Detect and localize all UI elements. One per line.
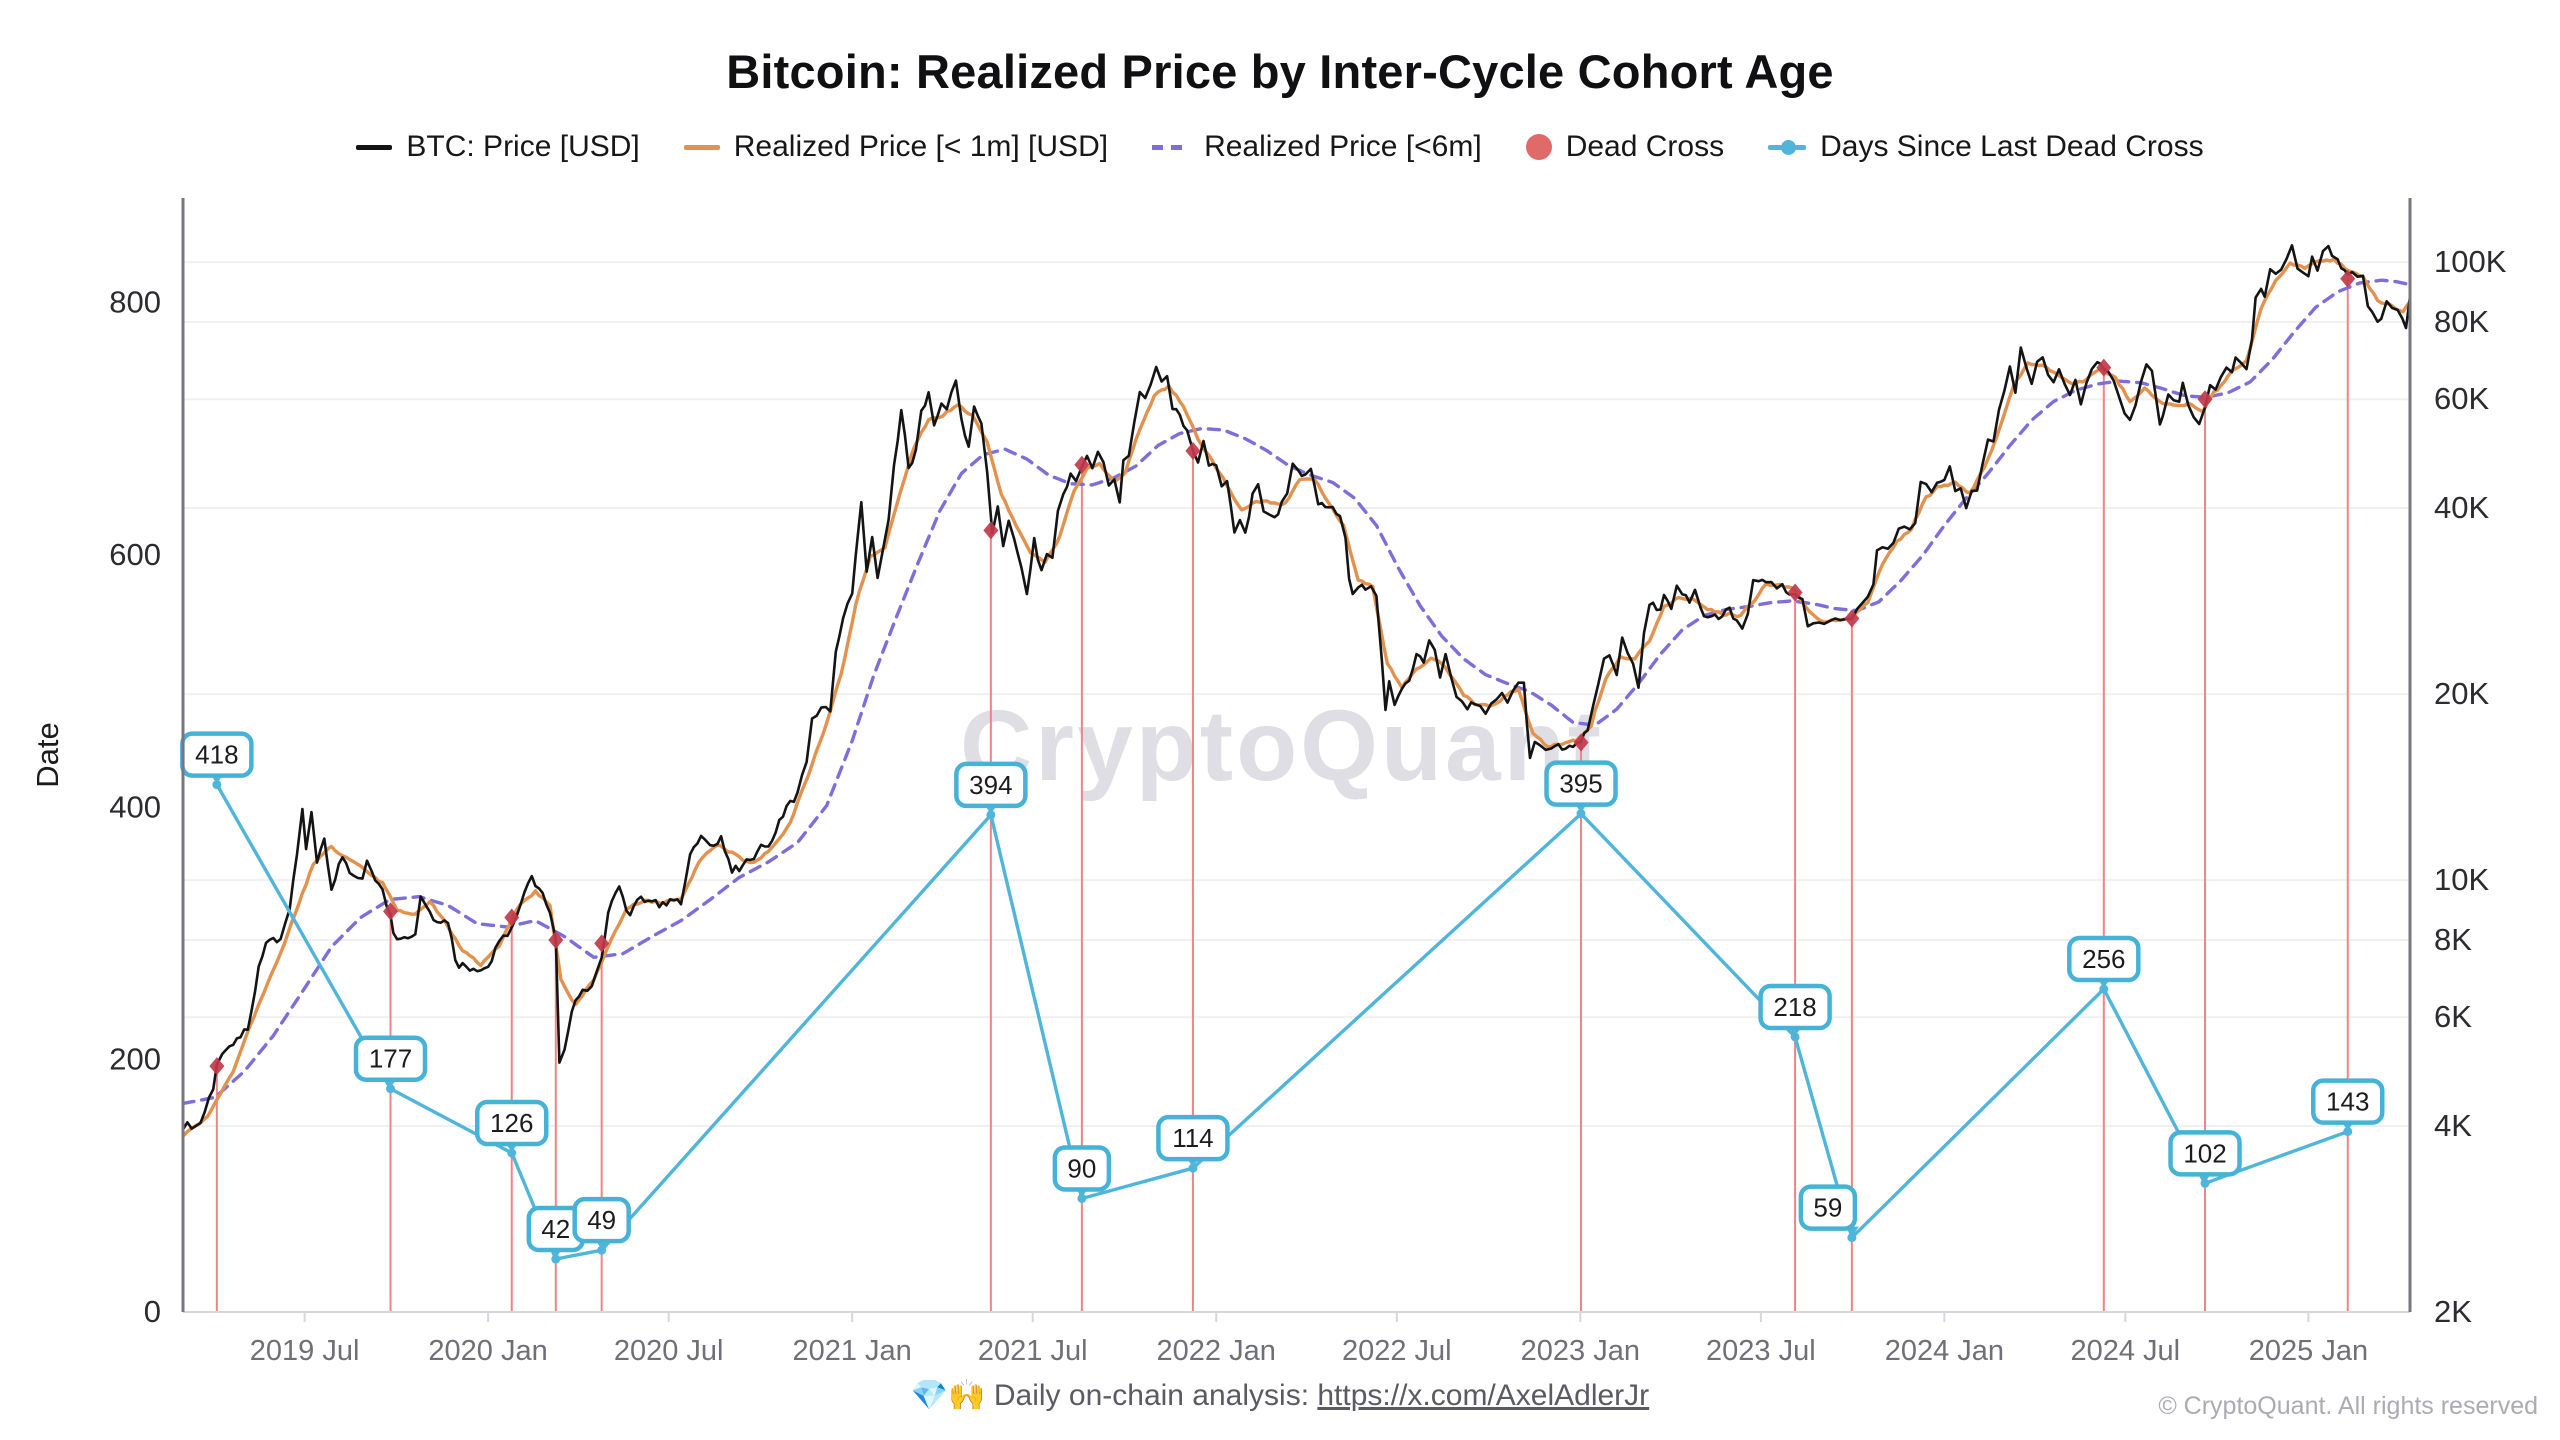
svg-text:2023 Jan: 2023 Jan xyxy=(1521,1335,1640,1367)
svg-text:2024 Jan: 2024 Jan xyxy=(1885,1335,2004,1367)
y-right-labels: 2K 4K 6K 8K 10K 20K 40K 60K 80K 100K xyxy=(2434,244,2507,1329)
svg-text:2024 Jul: 2024 Jul xyxy=(2070,1335,2180,1367)
svg-text:10K: 10K xyxy=(2434,862,2489,897)
svg-text:2K: 2K xyxy=(2434,1294,2472,1329)
svg-text:49: 49 xyxy=(587,1205,616,1235)
footer-text: Daily on-chain analysis: xyxy=(985,1379,1318,1412)
day-count-callouts: 418 177 126 42 49 394 90 114 395 218 59 256 102 143 xyxy=(180,731,2385,1259)
legend-label: Days Since Last Dead Cross xyxy=(1820,130,2204,163)
dead-cross-markers xyxy=(209,269,2356,1076)
svg-text:20K: 20K xyxy=(2434,676,2489,711)
svg-text:6K: 6K xyxy=(2434,999,2472,1034)
svg-text:59: 59 xyxy=(1813,1193,1842,1223)
legend-line-icon xyxy=(1152,144,1191,150)
svg-text:2022 Jul: 2022 Jul xyxy=(1342,1335,1452,1367)
chart-legend: BTC: Price [USD] Realized Price [< 1m] [U… xyxy=(0,130,2560,164)
svg-text:418: 418 xyxy=(195,740,238,770)
svg-text:2025 Jan: 2025 Jan xyxy=(2249,1335,2368,1367)
svg-text:256: 256 xyxy=(2082,944,2125,974)
callout-102: 102 xyxy=(2168,1130,2242,1183)
svg-text:600: 600 xyxy=(109,537,161,572)
btc-price-line xyxy=(183,244,2410,1131)
svg-text:2023 Jul: 2023 Jul xyxy=(1706,1335,1816,1367)
svg-text:200: 200 xyxy=(109,1042,161,1077)
svg-text:100K: 100K xyxy=(2434,244,2507,279)
legend-line-icon xyxy=(356,144,393,150)
legend-item-days-since-last-dead-cross[interactable]: Days Since Last Dead Cross xyxy=(1768,130,2204,164)
legend-line-icon xyxy=(683,144,720,150)
svg-text:800: 800 xyxy=(109,285,161,320)
legend-label: Realized Price [< 1m] [USD] xyxy=(733,130,1109,163)
y-axis-title: Date xyxy=(30,722,65,787)
legend-label: Dead Cross xyxy=(1565,130,1725,163)
footer-emoji: 💎🙌 xyxy=(910,1379,986,1412)
legend-dot-icon xyxy=(1525,134,1552,160)
callout-394: 394 xyxy=(954,761,1028,814)
copyright-text: © CryptoQuant. All rights reserved xyxy=(2158,1392,2538,1420)
svg-text:126: 126 xyxy=(490,1108,533,1138)
svg-text:90: 90 xyxy=(1067,1153,1096,1183)
callout-126: 126 xyxy=(475,1099,549,1153)
legend-line-icon xyxy=(1768,139,1807,155)
page-title: Bitcoin: Realized Price by Inter-Cycle C… xyxy=(726,45,1834,98)
svg-text:102: 102 xyxy=(2183,1138,2226,1168)
callout-218: 218 xyxy=(1758,983,1832,1036)
callout-177: 177 xyxy=(353,1035,428,1088)
callout-256: 256 xyxy=(2067,935,2141,989)
svg-text:8K: 8K xyxy=(2434,922,2472,957)
svg-text:4K: 4K xyxy=(2434,1108,2472,1143)
callout-418: 418 xyxy=(180,731,254,784)
svg-text:2020 Jul: 2020 Jul xyxy=(614,1335,724,1367)
y-left-labels: 0 200 400 600 800 Date xyxy=(30,285,161,1329)
svg-text:60K: 60K xyxy=(2434,381,2489,416)
realized-price-1m-line xyxy=(183,257,2410,1138)
callout-59: 59 xyxy=(1798,1184,1859,1237)
callout-90: 90 xyxy=(1052,1145,1112,1198)
svg-text:114: 114 xyxy=(1172,1123,1213,1153)
callout-49: 49 xyxy=(572,1196,631,1250)
callout-42: 42 xyxy=(526,1205,586,1259)
axes xyxy=(181,198,2412,1313)
svg-text:42: 42 xyxy=(541,1214,570,1244)
svg-text:2022 Jan: 2022 Jan xyxy=(1157,1335,1276,1367)
legend-item-btc-price-usd[interactable]: BTC: Price [USD] xyxy=(356,130,640,164)
svg-text:394: 394 xyxy=(969,770,1012,800)
svg-text:400: 400 xyxy=(109,789,161,824)
svg-text:143: 143 xyxy=(2326,1087,2369,1117)
legend-label: Realized Price [<6m] xyxy=(1204,130,1482,163)
footer-link[interactable]: https://x.com/AxelAdlerJr xyxy=(1317,1379,1650,1412)
legend-item-realized-price-6m[interactable]: Realized Price [<6m] xyxy=(1152,130,1482,164)
footer-note: 💎🙌 Daily on-chain analysis: https://x.co… xyxy=(0,1378,2560,1413)
x-axis-labels: 2019 Jul 2020 Jan 2020 Jul 2021 Jan 2021 Jul… xyxy=(250,1312,2368,1367)
watermark: CryptoQuant xyxy=(960,690,1604,802)
svg-text:0: 0 xyxy=(144,1294,161,1329)
svg-text:80K: 80K xyxy=(2434,304,2489,339)
svg-text:2020 Jan: 2020 Jan xyxy=(428,1335,547,1367)
svg-text:2019 Jul: 2019 Jul xyxy=(250,1335,360,1367)
realized-price-6m-line xyxy=(183,278,2410,1106)
svg-text:218: 218 xyxy=(1773,992,1816,1022)
callout-143: 143 xyxy=(2310,1078,2385,1131)
days-since-dead-cross-line xyxy=(212,780,2353,1264)
svg-text:40K: 40K xyxy=(2434,490,2489,525)
legend-item-dead-cross[interactable]: Dead Cross xyxy=(1525,130,1725,164)
legend-label: BTC: Price [USD] xyxy=(406,130,640,163)
svg-text:2021 Jan: 2021 Jan xyxy=(792,1335,911,1367)
legend-item-realized-price-1m-usd[interactable]: Realized Price [< 1m] [USD] xyxy=(683,130,1109,164)
svg-text:395: 395 xyxy=(1559,769,1602,799)
svg-text:177: 177 xyxy=(369,1044,412,1074)
svg-text:2021 Jul: 2021 Jul xyxy=(978,1335,1088,1367)
callout-114: 114 xyxy=(1156,1114,1230,1168)
callout-395: 395 xyxy=(1544,760,1618,813)
